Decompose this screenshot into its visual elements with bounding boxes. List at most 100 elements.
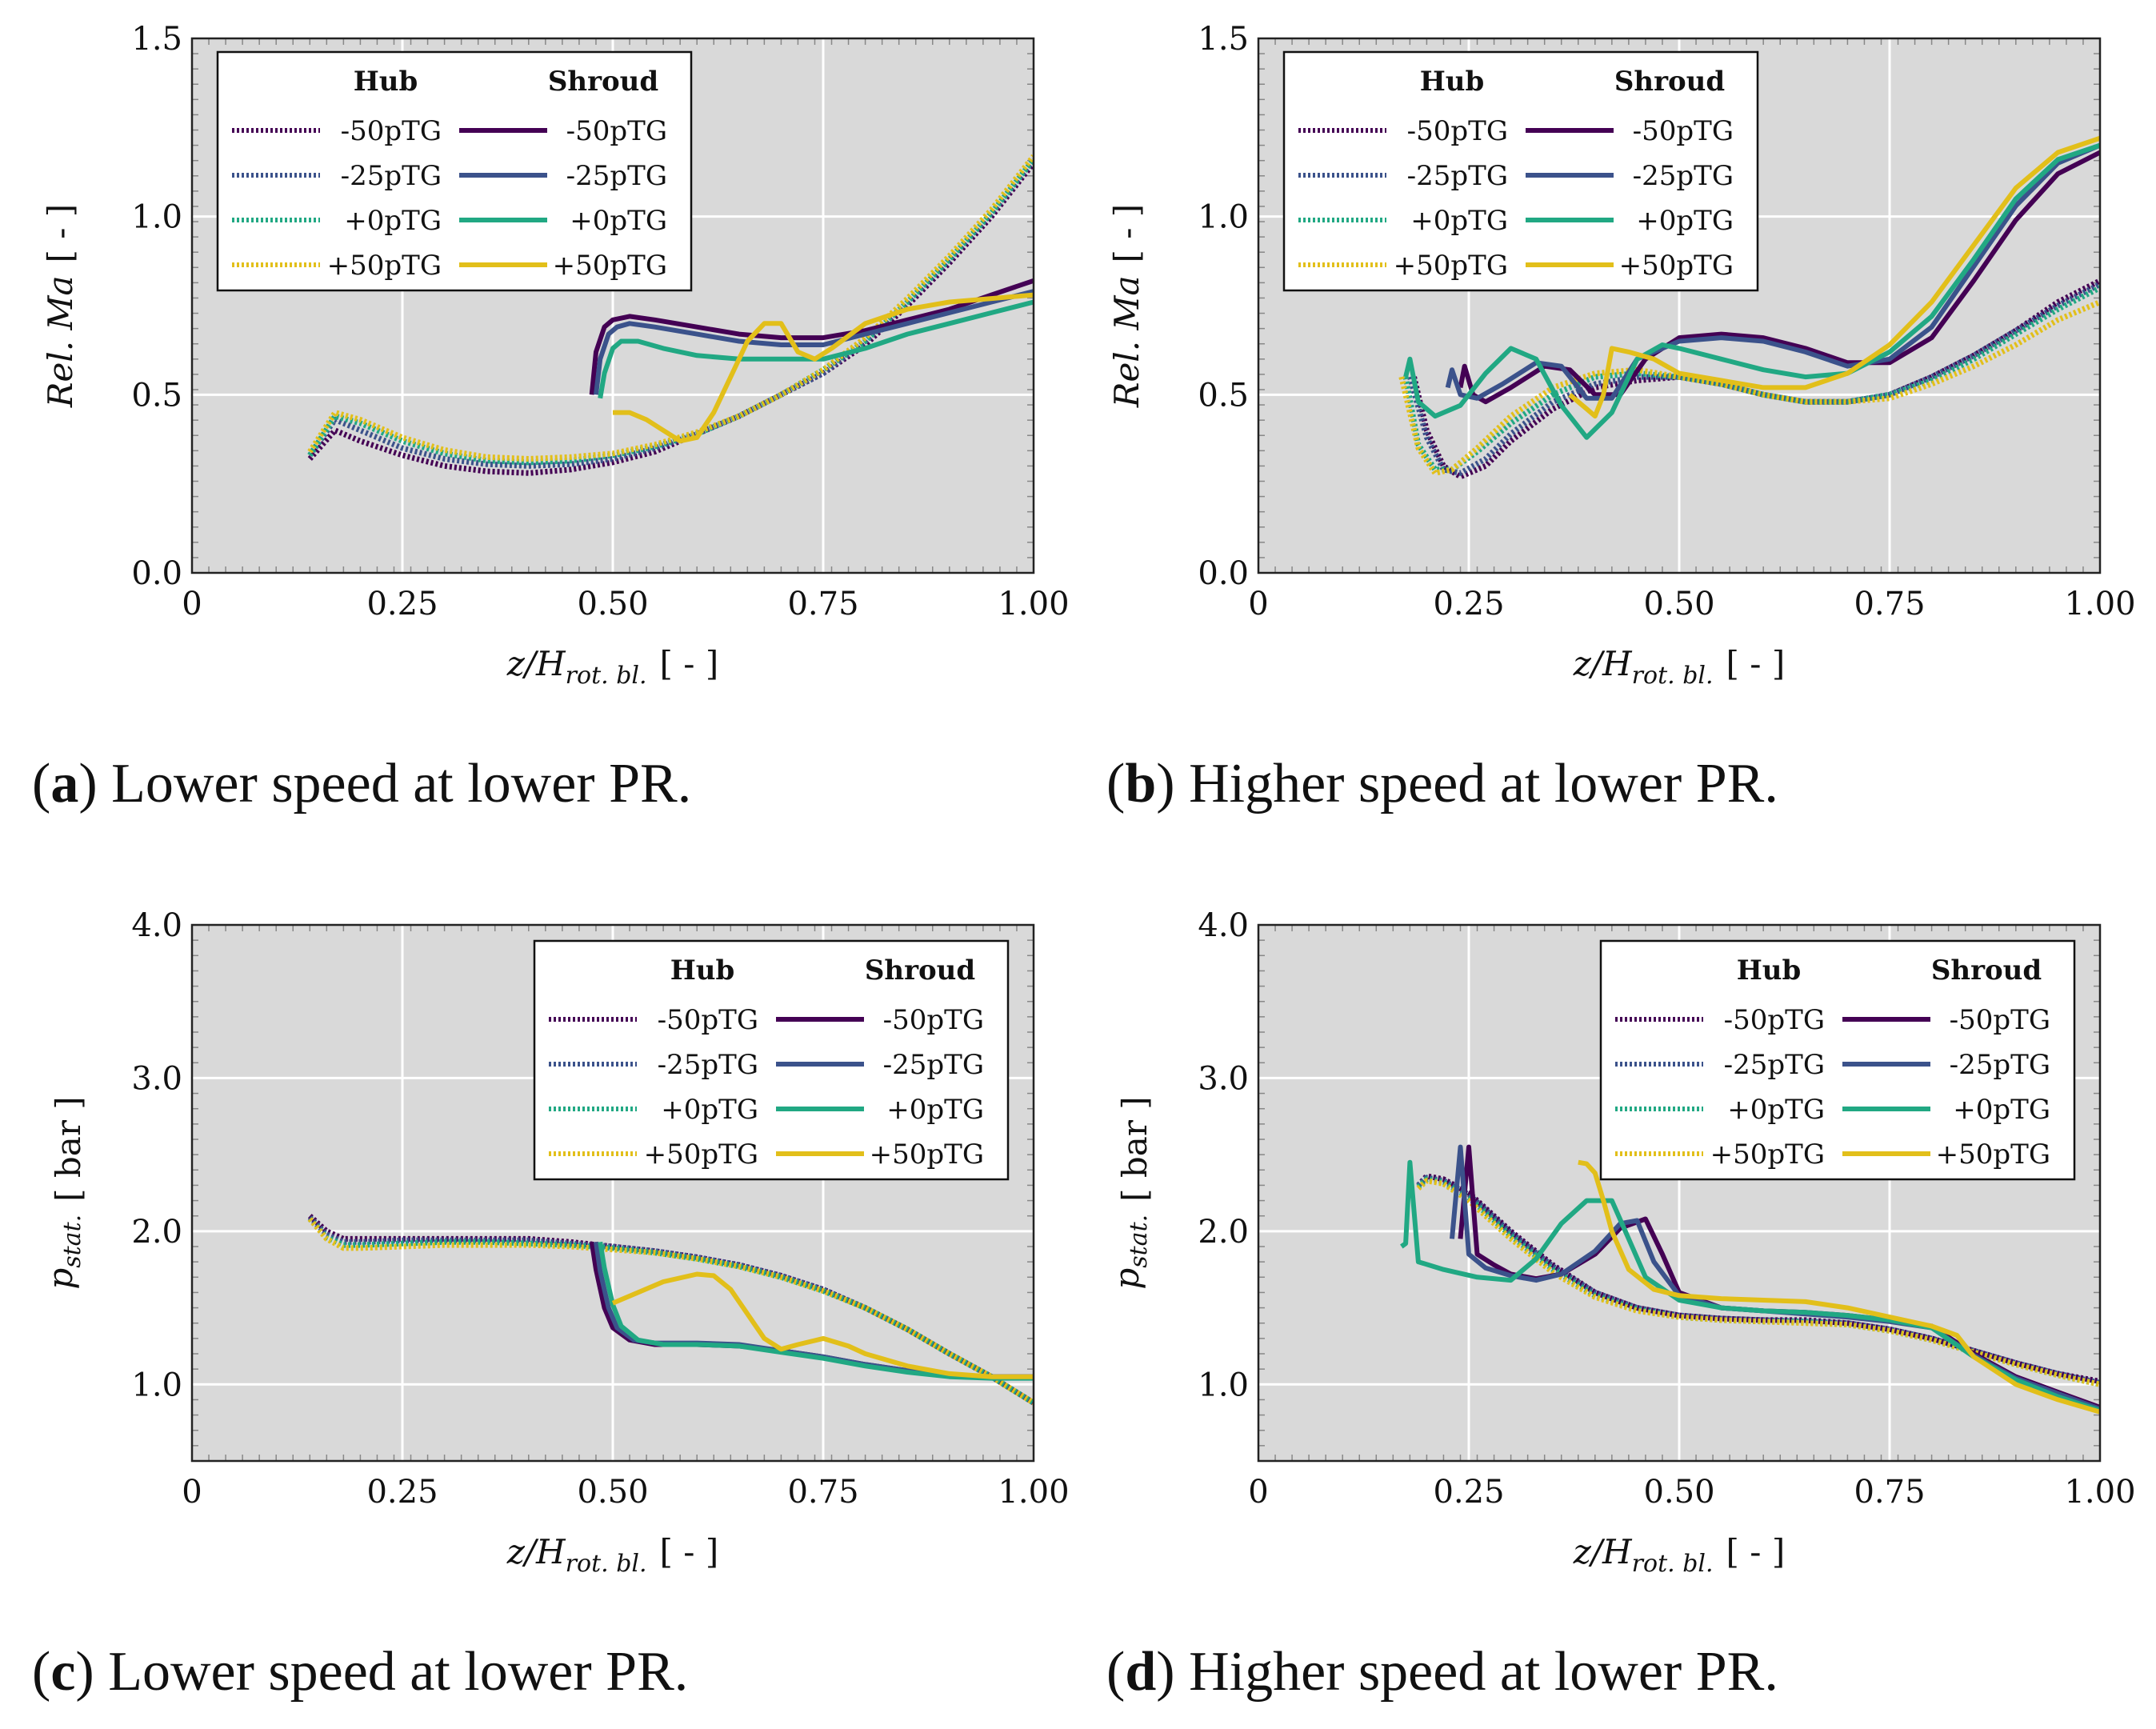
y-tick-label: 2.0 xyxy=(131,1214,182,1251)
x-tick-label: 1.00 xyxy=(998,1474,1069,1511)
legend-hub-label: +50pTG xyxy=(1394,250,1508,282)
x-tick-label: 0 xyxy=(1248,1474,1268,1511)
y-tick-label: 3.0 xyxy=(1198,1060,1249,1097)
plot-frame xyxy=(190,923,1035,1463)
chart-panel-c: 0 0.25 0.50 0.75 1.00 1.0 2.0 3.0 4.0 z/Hrot. bl.… xyxy=(0,890,1078,1729)
y-tick-label: 1.5 xyxy=(131,21,182,58)
y-tick-label: 1.0 xyxy=(131,1367,182,1403)
legend-shroud-label: +0pTG xyxy=(886,1094,984,1126)
legend-shroud-label: +0pTG xyxy=(1953,1094,2050,1126)
y-tick-label: 2.0 xyxy=(1198,1214,1249,1251)
legend-hub-header: Hub xyxy=(354,66,418,98)
legend-box xyxy=(533,939,1010,1181)
shroud-series-plus50pTG xyxy=(613,292,1034,444)
legend-shroud-label: -25pTG xyxy=(1633,160,1734,192)
shroud-series-plus0pTG xyxy=(1403,142,2100,440)
shroud-series-plus50pTG xyxy=(1568,135,2100,419)
y-axis-label: pstat.[ bar ] xyxy=(1107,1096,1154,1289)
hub-series-minus25pTG xyxy=(1407,282,2100,476)
legend-hub-label: +0pTG xyxy=(661,1094,758,1126)
chart-b: 0 0.25 0.50 0.75 1.00 0.0 0.5 1.0 1.5 z/Hrot. bl.… xyxy=(1107,21,2136,690)
x-axis-label: z/Hrot. bl.[ - ] xyxy=(1573,644,1785,690)
legend-box xyxy=(216,50,693,292)
legend-shroud-label: +50pTG xyxy=(870,1139,984,1171)
chart-d: 0 0.25 0.50 0.75 1.00 1.0 2.0 3.0 4.0 z/Hrot. bl.… xyxy=(1107,907,2136,1578)
hub-series-plus50pTG xyxy=(1398,299,2100,476)
series-group xyxy=(1398,135,2100,480)
legend-shroud-label: -25pTG xyxy=(1950,1049,2050,1081)
legend-hub-label: -25pTG xyxy=(658,1049,758,1081)
x-tick-label: 0.75 xyxy=(1854,1474,1925,1511)
legend-shroud-label: +50pTG xyxy=(553,250,667,282)
minor-ticks xyxy=(1258,38,2101,574)
hub-series-plus50pTG xyxy=(307,1217,1034,1406)
plot-frame xyxy=(1257,923,2102,1463)
legend-hub-label: -50pTG xyxy=(341,115,442,147)
y-tick-label: 4.0 xyxy=(131,907,182,944)
chart-panel-a: 0 0.25 0.50 0.75 1.00 0.0 0.5 1.0 1.5 z/Hrot. bl.… xyxy=(0,0,1078,864)
x-tick-label: 1.00 xyxy=(998,586,1069,622)
shroud-series-plus50pTG xyxy=(611,1271,1034,1379)
caption-d: (d) Higher speed at lower PR. xyxy=(1106,1641,1778,1703)
legend: Hub Shroud -50pTG -50pTG -25pTG -25pTG +0pTG +0… xyxy=(1282,50,1759,292)
legend-shroud-header: Shroud xyxy=(1614,66,1725,98)
shroud-series-minus50pTG xyxy=(1458,150,2100,405)
x-tick-label: 0 xyxy=(182,1474,202,1511)
legend-hub-label: +0pTG xyxy=(1727,1094,1825,1126)
y-tick-label: 1.0 xyxy=(1198,1367,1249,1403)
y-tick-label: 1.0 xyxy=(1198,199,1249,236)
legend-shroud-header: Shroud xyxy=(548,66,658,98)
y-tick-label: 1.5 xyxy=(1198,21,1249,58)
legend-hub-label: -50pTG xyxy=(658,1004,758,1036)
y-tick-label: 1.0 xyxy=(131,199,182,236)
y-axis-label: Rel. Ma[ - ] xyxy=(1107,204,1146,408)
legend-hub-label: -25pTG xyxy=(1724,1049,1825,1081)
y-tick-label: 0.5 xyxy=(131,377,182,414)
hub-series-minus50pTG xyxy=(1416,1173,2100,1384)
shroud-series-plus50pTG xyxy=(1578,1159,2100,1415)
plot-frame xyxy=(1257,37,2102,574)
plot-frame xyxy=(190,37,1035,574)
legend-shroud-label: -50pTG xyxy=(1633,115,1734,147)
legend-hub-label: +50pTG xyxy=(1710,1139,1825,1171)
x-tick-label: 0.50 xyxy=(577,586,648,622)
legend-shroud-header: Shroud xyxy=(865,955,975,987)
legend-shroud-label: +0pTG xyxy=(1636,205,1734,237)
legend-hub-label: +0pTG xyxy=(1410,205,1508,237)
legend-shroud-label: -25pTG xyxy=(566,160,667,192)
legend-hub-header: Hub xyxy=(1420,66,1485,98)
x-tick-label: 1.00 xyxy=(2064,586,2135,622)
legend-box xyxy=(1599,939,2076,1181)
x-tick-label: 0 xyxy=(182,586,202,622)
hub-series-minus50pTG xyxy=(307,161,1034,476)
legend-hub-header: Hub xyxy=(670,955,735,987)
legend: Hub Shroud -50pTG -50pTG -25pTG -25pTG +0pTG +0… xyxy=(216,50,693,292)
legend-hub-label: -50pTG xyxy=(1407,115,1508,147)
legend-shroud-header: Shroud xyxy=(1931,955,2042,987)
y-tick-label: 3.0 xyxy=(131,1060,182,1097)
y-tick-label: 4.0 xyxy=(1198,907,1249,944)
legend-hub-label: -25pTG xyxy=(1407,160,1508,192)
y-axis-label: Rel. Ma[ - ] xyxy=(41,204,80,408)
shroud-series-plus0pTG xyxy=(598,1241,1034,1381)
legend-box xyxy=(1282,50,1759,292)
legend-shroud-label: -50pTG xyxy=(566,115,667,147)
legend-hub-header: Hub xyxy=(1737,955,1802,987)
caption-a: (a) Lower speed at lower PR. xyxy=(32,753,692,814)
x-tick-label: 0.25 xyxy=(1433,1474,1504,1511)
legend-shroud-label: +50pTG xyxy=(1936,1139,2050,1171)
shroud-series-minus50pTG xyxy=(589,278,1034,395)
x-tick-label: 0.75 xyxy=(1854,586,1925,622)
hub-series-plus0pTG xyxy=(307,1217,1034,1406)
legend-hub-label: -25pTG xyxy=(341,160,442,192)
hub-series-plus50pTG xyxy=(1416,1178,2100,1387)
x-tick-label: 0.25 xyxy=(366,1474,438,1511)
series-group xyxy=(307,154,1034,476)
legend-shroud-label: +0pTG xyxy=(570,205,667,237)
x-tick-label: 0.25 xyxy=(1433,586,1504,622)
x-tick-label: 0.75 xyxy=(787,586,858,622)
caption-b: (b) Higher speed at lower PR. xyxy=(1106,753,1778,814)
x-tick-label: 0.50 xyxy=(1643,586,1714,622)
shroud-series-minus25pTG xyxy=(594,289,1034,395)
y-axis-label: pstat.[ bar ] xyxy=(41,1096,88,1289)
